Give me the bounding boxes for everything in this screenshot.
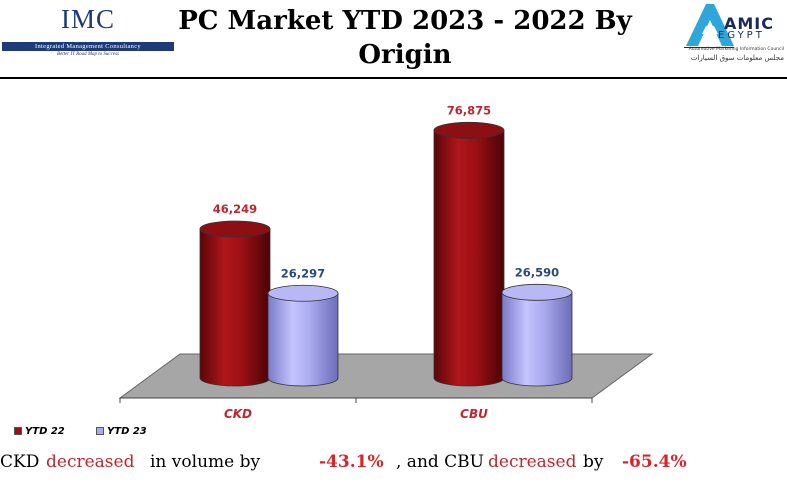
bar-cbu-ytd23 xyxy=(501,283,573,387)
x-tick-label: CKD xyxy=(224,407,252,421)
amic-logo-caption-ar: مجلس معلومات سوق السيارات xyxy=(690,54,784,62)
amic-logo-text: AMIC xyxy=(724,14,774,33)
bar-body xyxy=(433,129,505,387)
data-label: 46,249 xyxy=(213,202,257,216)
legend-label-ytd23: YTD 23 xyxy=(107,426,147,437)
summary-cbu-change: -65.4% xyxy=(622,452,687,472)
summary-text: CKD decreased in volume by -43.1% , and … xyxy=(0,452,787,476)
imc-logo: IMC Integrated Management Consultancy Be… xyxy=(2,4,174,60)
summary-by: by xyxy=(583,452,604,472)
legend-swatch-ytd23 xyxy=(96,427,104,435)
bar-top xyxy=(267,284,339,302)
legend-label-ytd22: YTD 22 xyxy=(25,426,65,437)
bar-chart: 46,249 26,297 76,875 26,590 CKD CBU xyxy=(118,103,654,421)
amic-logo-caption: Automotive Marketing Information Council xyxy=(688,47,784,52)
bar-top xyxy=(433,121,505,139)
legend-swatch-ytd22 xyxy=(14,427,22,435)
amic-a-icon xyxy=(684,4,734,48)
data-label: 26,297 xyxy=(281,266,325,280)
bar-top xyxy=(199,220,271,238)
title-divider xyxy=(0,77,787,79)
summary-and-cbu: , and CBU xyxy=(396,452,485,472)
summary-ckd: CKD xyxy=(0,452,40,472)
summary-in-volume: in volume by xyxy=(150,452,261,472)
amic-logo: AMIC EGYPT Automotive Marketing Informat… xyxy=(680,0,784,66)
bar-cbu-ytd22 xyxy=(433,121,505,387)
summary-decreased-1: decreased xyxy=(46,452,135,472)
data-label: 26,590 xyxy=(515,265,559,279)
bar-body xyxy=(199,228,271,387)
imc-logo-text: IMC xyxy=(60,4,115,34)
bar-body xyxy=(267,292,339,387)
x-tick-label: CBU xyxy=(460,407,488,421)
bar-ckd-ytd23 xyxy=(267,284,339,387)
summary-ckd-change: -43.1% xyxy=(319,452,384,472)
data-label: 76,875 xyxy=(447,103,491,117)
legend-item-ytd22: YTD 22 xyxy=(14,426,65,437)
title-line-1: PC Market YTD 2023 - 2022 By xyxy=(178,6,632,36)
bar-body xyxy=(501,291,573,387)
amic-logo-sub: EGYPT xyxy=(718,30,765,41)
bar-top xyxy=(501,283,573,301)
legend-item-ytd23: YTD 23 xyxy=(96,426,147,437)
title-line-2: Origin xyxy=(358,40,452,70)
imc-logo-fullname: Integrated Management Consultancy xyxy=(2,42,174,51)
summary-decreased-2: decreased xyxy=(488,452,577,472)
imc-logo-tagline: Better IT Road Map to Success xyxy=(57,52,119,57)
page-title: PC Market YTD 2023 - 2022 By Origin xyxy=(170,4,640,72)
bar-ckd-ytd22 xyxy=(199,220,271,387)
